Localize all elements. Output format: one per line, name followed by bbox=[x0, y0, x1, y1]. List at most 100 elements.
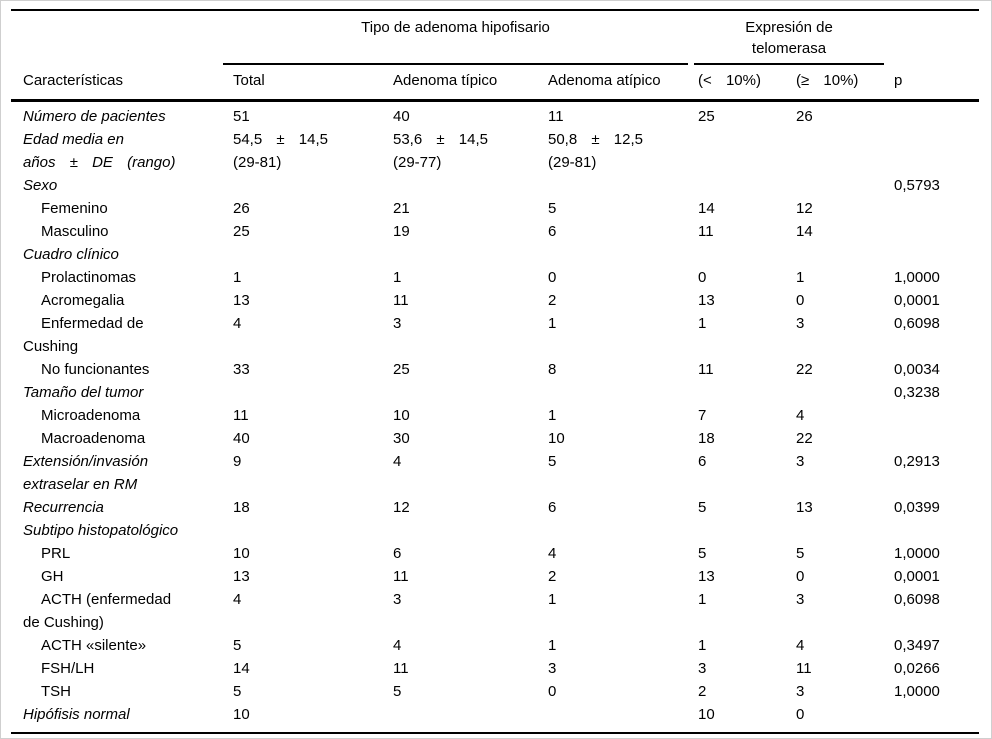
column-header-caracteristicas: Características bbox=[11, 65, 223, 102]
row-label: Masculino bbox=[41, 223, 109, 240]
column-header-p: p bbox=[884, 65, 980, 102]
cell-p bbox=[884, 101, 979, 129]
cell-adenoma-atipico: 2 bbox=[548, 292, 557, 309]
cell-p: 1,0000 bbox=[894, 545, 940, 562]
cell-telomerasa-lt10: 7 bbox=[698, 407, 707, 424]
group-header-row: Tipo de adenoma hipofisario Expresión de… bbox=[11, 10, 979, 65]
cell-telomerasa-lt10: 13 bbox=[698, 568, 715, 585]
row-label: Acromegalia bbox=[41, 292, 125, 309]
cell-adenoma-atipico: 8 bbox=[548, 361, 557, 378]
group-adenoma-type: Tipo de adenoma hipofisario bbox=[223, 10, 689, 65]
table-row: Hipófisis normal 10 10 0 bbox=[11, 703, 979, 733]
cell-adenoma-atipico: 11 bbox=[548, 108, 564, 125]
cell-total: 51 bbox=[233, 108, 250, 125]
cell-total bbox=[223, 243, 383, 266]
row-label: Femenino bbox=[41, 200, 108, 217]
cell-adenoma-atipico: 50,8 ± 12,5 (29-81) bbox=[548, 131, 643, 171]
row-label: Enfermedad de Cushing bbox=[23, 315, 144, 355]
cell-telomerasa-lt10 bbox=[688, 519, 786, 542]
group-telomerase-rule: Expresión de telomerasa bbox=[694, 11, 885, 65]
cell-total: 9 bbox=[233, 453, 242, 470]
table-row: PRL 10 6 4 5 5 1,0000 bbox=[11, 542, 979, 565]
table-row: Sexo 0,5793 bbox=[11, 174, 979, 197]
cell-telomerasa-ge10: 0 bbox=[796, 292, 805, 309]
cell-telomerasa-ge10: 11 bbox=[796, 660, 812, 677]
cell-total: 10 bbox=[233, 706, 250, 723]
column-header-total: Total bbox=[223, 65, 383, 102]
cell-total: 4 bbox=[233, 315, 242, 332]
table-row: Subtipo histopatológico bbox=[11, 519, 979, 542]
cell-total: 33 bbox=[233, 361, 250, 378]
cell-adenoma-tipico bbox=[383, 519, 538, 542]
group-adenoma-type-rule: Tipo de adenoma hipofisario bbox=[223, 11, 689, 65]
row-label: Tamaño del tumor bbox=[23, 384, 144, 401]
cell-adenoma-atipico: 1 bbox=[548, 591, 557, 608]
cell-adenoma-atipico: 1 bbox=[548, 315, 557, 332]
cell-telomerasa-ge10: 26 bbox=[796, 108, 813, 125]
cell-telomerasa-ge10 bbox=[786, 381, 884, 404]
table-row: Macroadenoma 40 30 10 18 22 bbox=[11, 427, 979, 450]
cell-telomerasa-ge10: 0 bbox=[796, 706, 805, 723]
cell-adenoma-atipico bbox=[538, 703, 688, 733]
cell-p: 0,0399 bbox=[894, 499, 940, 516]
cell-p: 0,6098 bbox=[894, 591, 940, 608]
cell-p: 0,5793 bbox=[894, 177, 940, 194]
cell-telomerasa-ge10: 3 bbox=[796, 591, 805, 608]
cell-adenoma-tipico: 4 bbox=[393, 453, 402, 470]
column-header-telomerasa-lt10: (< 10%) bbox=[688, 65, 787, 102]
table-row: Prolactinomas 1 1 0 0 1 1,0000 bbox=[11, 266, 979, 289]
cell-adenoma-tipico: 53,6 ± 14,5 (29-77) bbox=[393, 131, 488, 171]
cell-telomerasa-lt10 bbox=[688, 128, 786, 174]
cell-telomerasa-lt10: 0 bbox=[698, 269, 707, 286]
cell-p: 1,0000 bbox=[894, 269, 940, 286]
row-label: Número de pacientes bbox=[23, 108, 166, 125]
cell-total bbox=[223, 519, 383, 542]
table-body: Número de pacientes 51 40 11 25 26 Edad media… bbox=[11, 101, 979, 734]
cell-total: 11 bbox=[233, 407, 249, 424]
row-label: Cuadro clínico bbox=[23, 246, 119, 263]
cell-telomerasa-lt10: 1 bbox=[698, 637, 707, 654]
group-header-spacer bbox=[11, 10, 223, 65]
cell-telomerasa-ge10: 3 bbox=[796, 453, 805, 470]
cell-p bbox=[884, 243, 979, 266]
cell-p: 0,2913 bbox=[894, 453, 940, 470]
row-label: Extensión/invasión extraselar en RM bbox=[23, 453, 149, 493]
cell-telomerasa-lt10 bbox=[688, 381, 786, 404]
cell-telomerasa-lt10: 14 bbox=[698, 200, 715, 217]
cell-adenoma-atipico bbox=[538, 381, 688, 404]
characteristics-table: Tipo de adenoma hipofisario Expresión de… bbox=[11, 9, 980, 734]
cell-telomerasa-lt10: 3 bbox=[698, 660, 707, 677]
cell-adenoma-atipico: 6 bbox=[548, 223, 557, 240]
table-row: Femenino 26 21 5 14 12 bbox=[11, 197, 979, 220]
cell-adenoma-atipico: 6 bbox=[548, 499, 557, 516]
cell-telomerasa-ge10: 13 bbox=[796, 499, 813, 516]
row-label: Microadenoma bbox=[41, 407, 141, 424]
cell-adenoma-atipico: 2 bbox=[548, 568, 557, 585]
cell-total: 5 bbox=[233, 637, 242, 654]
table-row: ACTH «silente» 5 4 1 1 4 0,3497 bbox=[11, 634, 979, 657]
cell-telomerasa-ge10: 4 bbox=[796, 407, 805, 424]
cell-telomerasa-lt10: 1 bbox=[698, 315, 707, 332]
cell-adenoma-tipico: 30 bbox=[393, 430, 410, 447]
cell-adenoma-tipico: 12 bbox=[393, 499, 410, 516]
row-label: PRL bbox=[41, 545, 71, 562]
column-header-row: Características Total Adenoma típico Ade… bbox=[11, 65, 980, 102]
cell-p bbox=[884, 519, 979, 542]
row-label: Recurrencia bbox=[23, 499, 104, 516]
table-row: Cuadro clínico bbox=[11, 243, 979, 266]
cell-adenoma-tipico bbox=[383, 381, 538, 404]
cell-telomerasa-lt10: 13 bbox=[698, 292, 715, 309]
cell-telomerasa-ge10 bbox=[786, 243, 884, 266]
cell-total: 14 bbox=[233, 660, 250, 677]
cell-adenoma-tipico: 1 bbox=[393, 269, 402, 286]
row-label: Prolactinomas bbox=[41, 269, 137, 286]
cell-telomerasa-lt10: 5 bbox=[698, 545, 707, 562]
table-header: Tipo de adenoma hipofisario Expresión de… bbox=[11, 10, 980, 102]
cell-p: 0,0034 bbox=[894, 361, 940, 378]
table-row: Número de pacientes 51 40 11 25 26 bbox=[11, 101, 979, 129]
cell-telomerasa-lt10 bbox=[688, 243, 786, 266]
cell-telomerasa-lt10 bbox=[688, 174, 786, 197]
cell-total: 18 bbox=[233, 499, 250, 516]
cell-adenoma-atipico bbox=[538, 243, 688, 266]
